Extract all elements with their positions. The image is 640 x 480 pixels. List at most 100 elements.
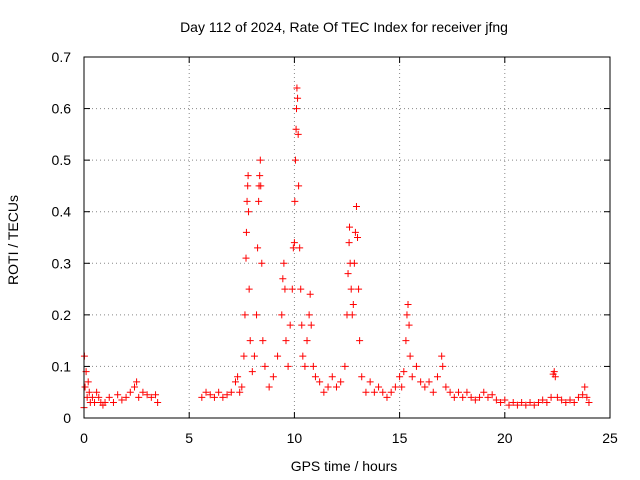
data-point xyxy=(280,259,288,267)
data-point xyxy=(581,383,589,391)
data-point xyxy=(348,311,356,319)
data-point xyxy=(547,393,555,401)
data-point xyxy=(152,391,160,399)
x-tick-label: 0 xyxy=(80,430,88,446)
data-point xyxy=(126,388,134,396)
x-tick-label: 10 xyxy=(287,430,303,446)
data-point xyxy=(476,393,484,401)
data-point xyxy=(219,393,227,401)
data-point xyxy=(259,337,267,345)
data-point xyxy=(114,391,122,399)
data-point xyxy=(518,399,526,407)
data-point xyxy=(234,373,242,381)
data-point xyxy=(484,393,492,401)
data-point xyxy=(550,368,558,376)
data-point xyxy=(501,396,509,404)
data-point xyxy=(522,401,530,409)
data-point xyxy=(351,228,359,236)
data-point xyxy=(328,373,336,381)
data-point xyxy=(256,172,264,180)
data-point xyxy=(530,401,538,409)
data-point xyxy=(344,270,352,278)
data-point xyxy=(450,393,458,401)
data-point xyxy=(543,399,551,407)
axis-ticks: 0 0.1 0.2 0.3 0.4 0.5 0.6 0.7 0 5 10 15 20 25 xyxy=(52,49,618,446)
data-point xyxy=(248,368,256,376)
data-point xyxy=(84,378,92,386)
x-tick-label: 25 xyxy=(602,430,618,446)
data-point xyxy=(93,388,101,396)
data-point xyxy=(303,337,311,345)
data-point xyxy=(242,228,250,236)
data-point xyxy=(403,311,411,319)
data-point xyxy=(405,321,413,329)
data-point xyxy=(215,388,223,396)
data-point xyxy=(492,396,500,404)
y-tick-label: 0.6 xyxy=(52,101,72,117)
data-point xyxy=(341,362,349,370)
plot-frame xyxy=(83,56,611,419)
data-point xyxy=(281,285,289,293)
data-point xyxy=(223,391,231,399)
data-point xyxy=(425,378,433,386)
data-point xyxy=(295,182,303,190)
data-point xyxy=(562,399,570,407)
data-point xyxy=(421,383,429,391)
data-point xyxy=(513,401,521,409)
data-point xyxy=(417,378,425,386)
data-point xyxy=(294,130,302,138)
data-point xyxy=(231,378,239,386)
y-tick-label: 0.4 xyxy=(52,204,72,220)
data-point xyxy=(261,362,269,370)
data-point xyxy=(227,388,235,396)
data-point xyxy=(147,393,155,401)
data-point xyxy=(278,311,286,319)
data-point xyxy=(354,234,362,241)
data-point xyxy=(362,388,370,396)
data-point xyxy=(320,388,328,396)
y-tick-label: 0.5 xyxy=(52,152,72,168)
data-point xyxy=(324,383,332,391)
data-point xyxy=(292,125,300,133)
data-point xyxy=(293,105,301,113)
grid xyxy=(84,57,610,418)
y-axis-title: ROTI / TECUs xyxy=(5,195,21,285)
data-point xyxy=(245,208,253,216)
data-point xyxy=(210,393,218,401)
data-point xyxy=(105,393,113,401)
data-point xyxy=(455,388,463,396)
data-point xyxy=(497,399,505,407)
y-tick-label: 0.2 xyxy=(52,307,72,323)
data-point xyxy=(139,388,147,396)
data-point xyxy=(442,383,450,391)
data-point xyxy=(446,388,454,396)
data-point xyxy=(289,244,297,252)
data-point xyxy=(332,383,340,391)
data-point xyxy=(471,396,479,404)
data-point xyxy=(299,352,307,360)
y-tick-label: 0.1 xyxy=(52,358,72,374)
data-point xyxy=(135,393,143,401)
data-point xyxy=(243,197,251,205)
data-point xyxy=(404,301,412,309)
data-point xyxy=(459,393,467,401)
data-point xyxy=(279,275,287,283)
data-point xyxy=(101,399,109,407)
data-point xyxy=(579,391,587,399)
data-point xyxy=(236,388,244,396)
data-point xyxy=(347,285,355,293)
data-point xyxy=(202,388,210,396)
data-point xyxy=(284,362,292,370)
x-tick-label: 20 xyxy=(497,430,513,446)
data-point xyxy=(296,244,304,252)
data-point xyxy=(358,373,366,381)
data-point xyxy=(305,311,313,319)
data-point xyxy=(240,352,248,360)
data-point xyxy=(350,259,358,267)
data-point xyxy=(429,388,437,396)
data-point xyxy=(290,239,298,247)
data-point xyxy=(551,373,559,381)
data-point xyxy=(337,378,345,386)
data-point xyxy=(408,373,416,381)
